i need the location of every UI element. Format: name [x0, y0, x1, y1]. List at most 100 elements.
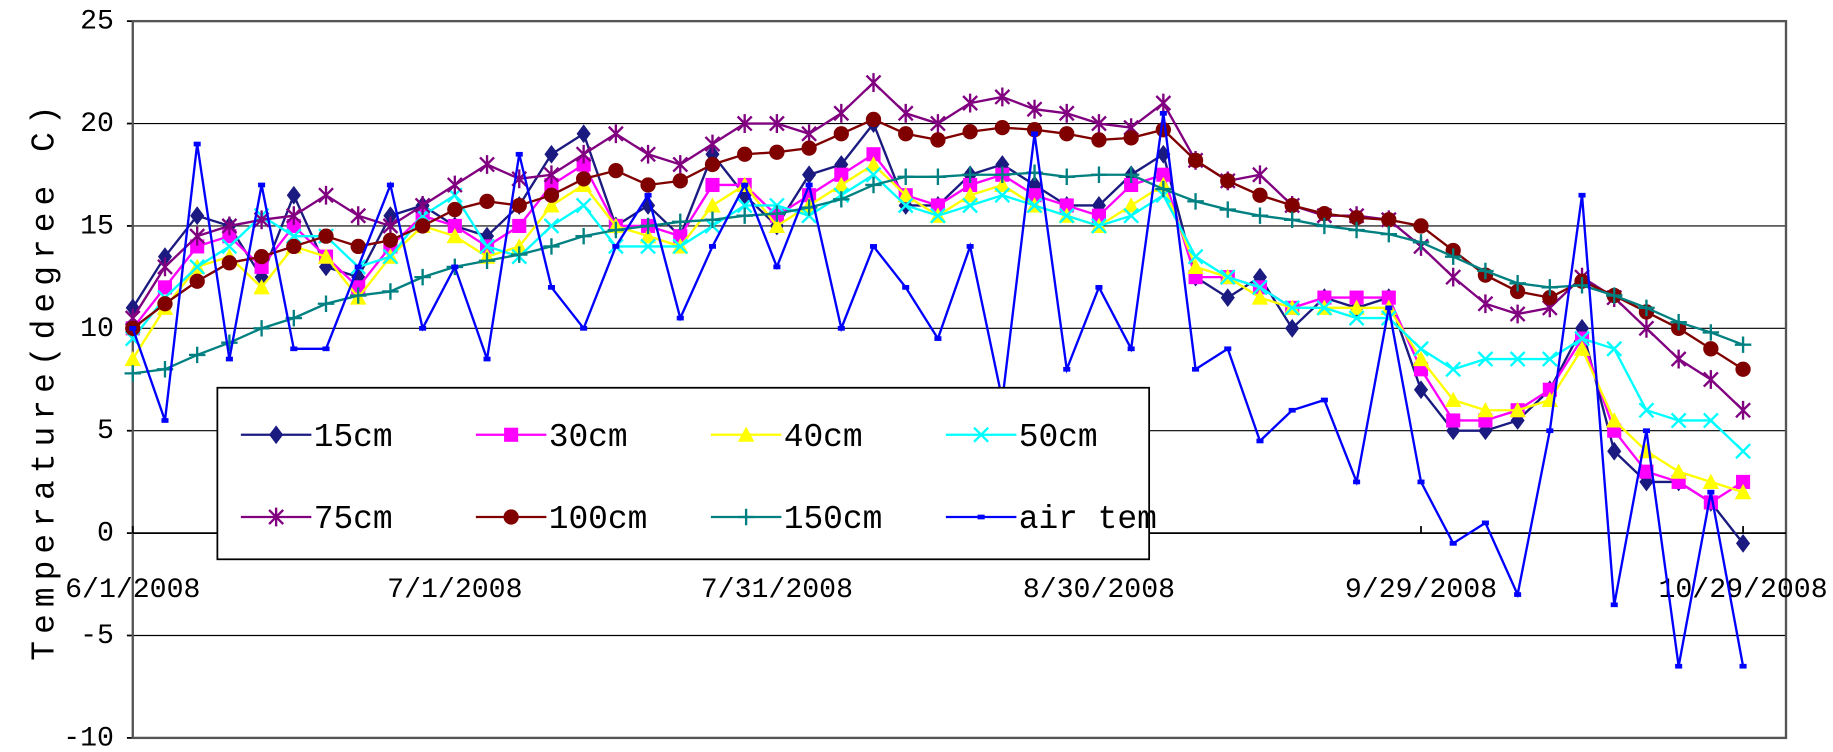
marker	[805, 182, 813, 188]
marker	[221, 334, 238, 351]
marker	[543, 165, 560, 185]
marker	[639, 227, 657, 244]
marker	[1413, 340, 1429, 357]
marker	[1091, 132, 1107, 148]
marker	[1348, 299, 1365, 315]
marker	[736, 207, 753, 224]
marker	[897, 197, 914, 214]
marker	[221, 238, 238, 255]
marker	[1156, 167, 1171, 182]
marker	[1638, 402, 1655, 419]
marker	[607, 124, 624, 144]
y-tick-label: 25	[80, 7, 114, 38]
marker	[290, 346, 298, 352]
marker	[1349, 290, 1364, 305]
marker	[318, 185, 334, 205]
marker	[1288, 407, 1296, 413]
marker	[193, 141, 201, 147]
marker	[1481, 520, 1489, 526]
marker	[994, 187, 1011, 204]
marker	[511, 246, 528, 263]
marker	[737, 146, 753, 162]
marker	[382, 232, 399, 248]
y-tick-label: -5	[80, 621, 114, 652]
marker	[704, 156, 721, 173]
marker	[451, 264, 459, 270]
marker	[1574, 330, 1590, 347]
marker	[1413, 380, 1429, 400]
marker	[1159, 110, 1167, 116]
legend-label: 75cm	[314, 501, 393, 538]
marker	[383, 206, 398, 226]
marker	[897, 103, 914, 123]
marker	[1670, 463, 1687, 479]
marker	[1091, 208, 1106, 223]
marker	[511, 238, 528, 254]
marker	[479, 155, 495, 174]
marker	[511, 197, 527, 214]
marker	[317, 295, 335, 312]
marker	[1607, 441, 1622, 461]
marker	[318, 228, 334, 244]
series-line	[132, 118, 1744, 371]
marker	[286, 238, 302, 255]
marker	[189, 273, 205, 289]
marker	[708, 244, 717, 249]
legend-swatch	[973, 426, 990, 443]
marker	[1477, 294, 1494, 314]
legend-box	[216, 386, 1151, 561]
marker	[1187, 193, 1204, 210]
marker	[286, 218, 301, 233]
series	[124, 73, 1751, 420]
marker	[1670, 313, 1687, 331]
marker	[1353, 479, 1361, 485]
marker	[1670, 412, 1687, 429]
legend: 15cm 30cm 40cm 50cm 75cm 100cm 150cm air tem	[216, 386, 1157, 561]
marker	[672, 155, 689, 174]
marker	[801, 140, 817, 156]
marker	[866, 147, 881, 162]
marker	[253, 279, 270, 295]
marker	[672, 173, 688, 189]
marker	[704, 197, 721, 213]
marker	[1187, 152, 1204, 169]
marker	[1284, 197, 1300, 214]
marker	[1413, 218, 1429, 234]
marker	[1320, 397, 1328, 403]
marker	[962, 124, 978, 140]
marker	[382, 248, 399, 265]
marker	[157, 257, 173, 277]
marker	[575, 144, 592, 164]
marker	[478, 252, 496, 269]
marker	[769, 114, 785, 133]
marker	[963, 177, 978, 193]
marker	[447, 218, 462, 233]
marker	[1509, 351, 1526, 367]
marker	[1251, 289, 1269, 305]
marker	[672, 238, 689, 255]
legend-swatch	[977, 514, 985, 520]
marker	[994, 176, 1011, 193]
y-tick-label: 5	[97, 416, 114, 447]
marker	[994, 166, 1011, 183]
marker	[414, 196, 431, 215]
series	[129, 110, 1747, 669]
marker	[386, 182, 394, 188]
marker	[1702, 473, 1720, 489]
marker	[1027, 188, 1042, 203]
marker	[994, 120, 1010, 136]
y-tick-label: 20	[80, 109, 114, 140]
marker	[608, 163, 624, 179]
marker	[865, 176, 882, 194]
marker	[966, 244, 974, 249]
marker	[286, 185, 301, 205]
marker	[1735, 400, 1751, 420]
marker	[1348, 221, 1365, 239]
y-tick-label: 0	[97, 519, 114, 550]
marker	[1541, 351, 1558, 367]
marker	[479, 193, 495, 209]
marker	[512, 218, 527, 233]
marker	[479, 238, 495, 255]
marker	[930, 132, 946, 148]
